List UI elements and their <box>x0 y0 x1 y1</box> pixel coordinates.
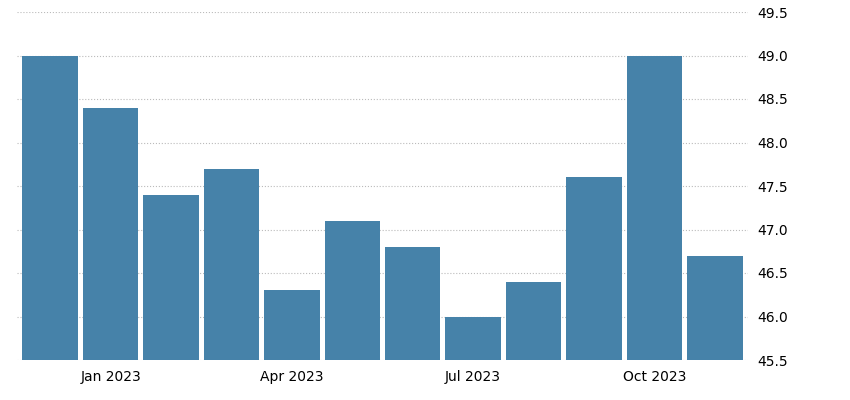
Bar <box>506 282 561 400</box>
Bar <box>204 168 259 400</box>
Bar <box>144 195 199 400</box>
Bar <box>82 108 139 400</box>
Bar <box>445 316 501 400</box>
Bar <box>566 177 621 400</box>
Bar <box>385 247 440 400</box>
Bar <box>626 56 683 400</box>
Bar <box>687 256 743 400</box>
Bar <box>264 290 320 400</box>
Bar <box>325 221 380 400</box>
Bar <box>22 56 78 400</box>
